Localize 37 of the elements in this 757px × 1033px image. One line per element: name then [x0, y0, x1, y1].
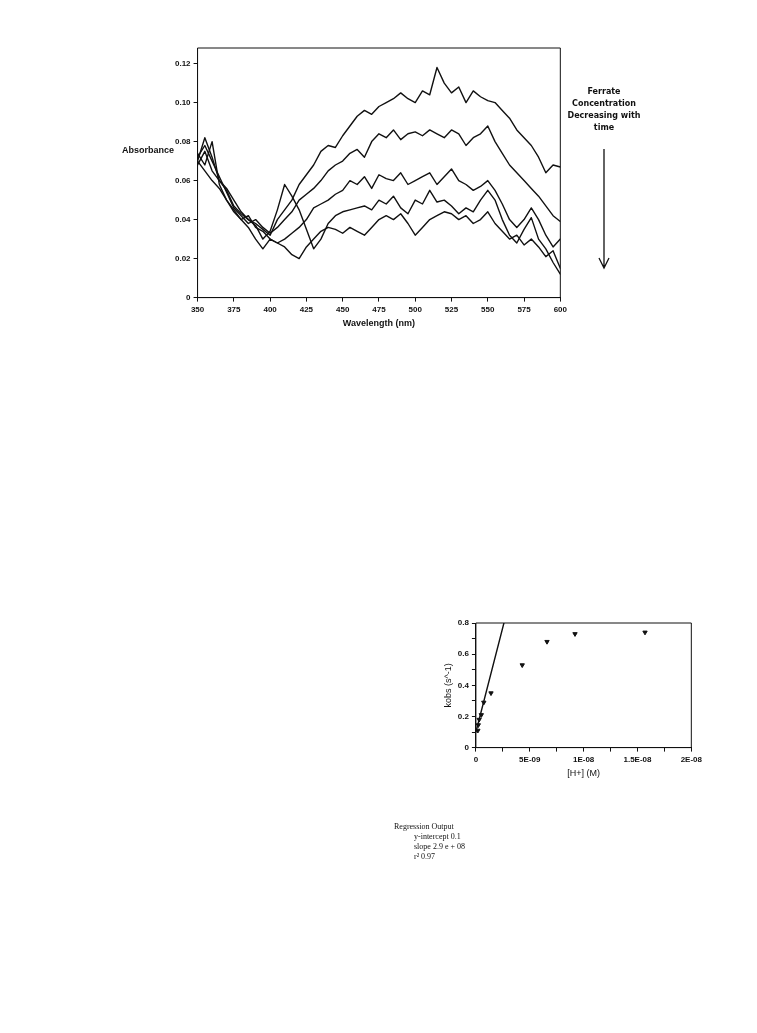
x-tick-label: 525	[444, 304, 459, 314]
x-tick-label: 2E-08	[680, 754, 703, 764]
y-tick-label: 0.12	[174, 58, 192, 68]
text: Ferrate Concentration Decreasing with time	[566, 86, 642, 134]
y-tick-label: 0	[464, 742, 470, 752]
x-tick-label: 400	[263, 304, 278, 314]
y-tick-label: 0.06	[174, 175, 192, 185]
y-tick-label: 0	[186, 292, 192, 302]
x-tick-label: 0	[473, 754, 479, 764]
x-tick-label: 1.5E-08	[623, 754, 653, 764]
x-tick-label: 425	[299, 304, 314, 314]
text: Regression Output	[394, 822, 455, 832]
x-tick-label: 475	[372, 304, 387, 314]
text: slope 2.9 e + 08	[413, 842, 465, 852]
y-tick-label: 0.02	[174, 253, 192, 263]
y-tick-label: 0.2	[457, 711, 470, 721]
y-tick-label: 0.6	[457, 649, 470, 659]
x-tick-label: 500	[408, 304, 423, 314]
y-tick-label: 0.04	[174, 214, 192, 224]
x-tick-label: 1E-08	[572, 754, 595, 764]
y-tick-label: 0.8	[457, 618, 470, 628]
y-axis-title: Absorbance	[122, 144, 175, 155]
x-axis-title: Wavelength (nm)	[342, 318, 416, 329]
x-tick-label: 550	[481, 304, 495, 314]
x-tick-label: 450	[335, 304, 350, 314]
y-tick-label: 0.10	[174, 97, 192, 107]
y-tick-label: 0.08	[174, 136, 192, 146]
text: r² 0.97	[413, 852, 437, 862]
x-axis-title: [H+] (M)	[567, 768, 600, 779]
y-axis-title: kobs (s^-1)	[442, 663, 453, 708]
x-tick-label: 575	[517, 304, 532, 314]
x-tick-label: 5E-09	[519, 754, 541, 764]
text: y-intercept 0.1	[413, 832, 462, 842]
x-tick-label: 600	[553, 304, 568, 314]
x-tick-label: 350	[190, 304, 205, 314]
y-tick-label: 0.4	[457, 680, 470, 690]
x-tick-label: 375	[227, 304, 242, 314]
